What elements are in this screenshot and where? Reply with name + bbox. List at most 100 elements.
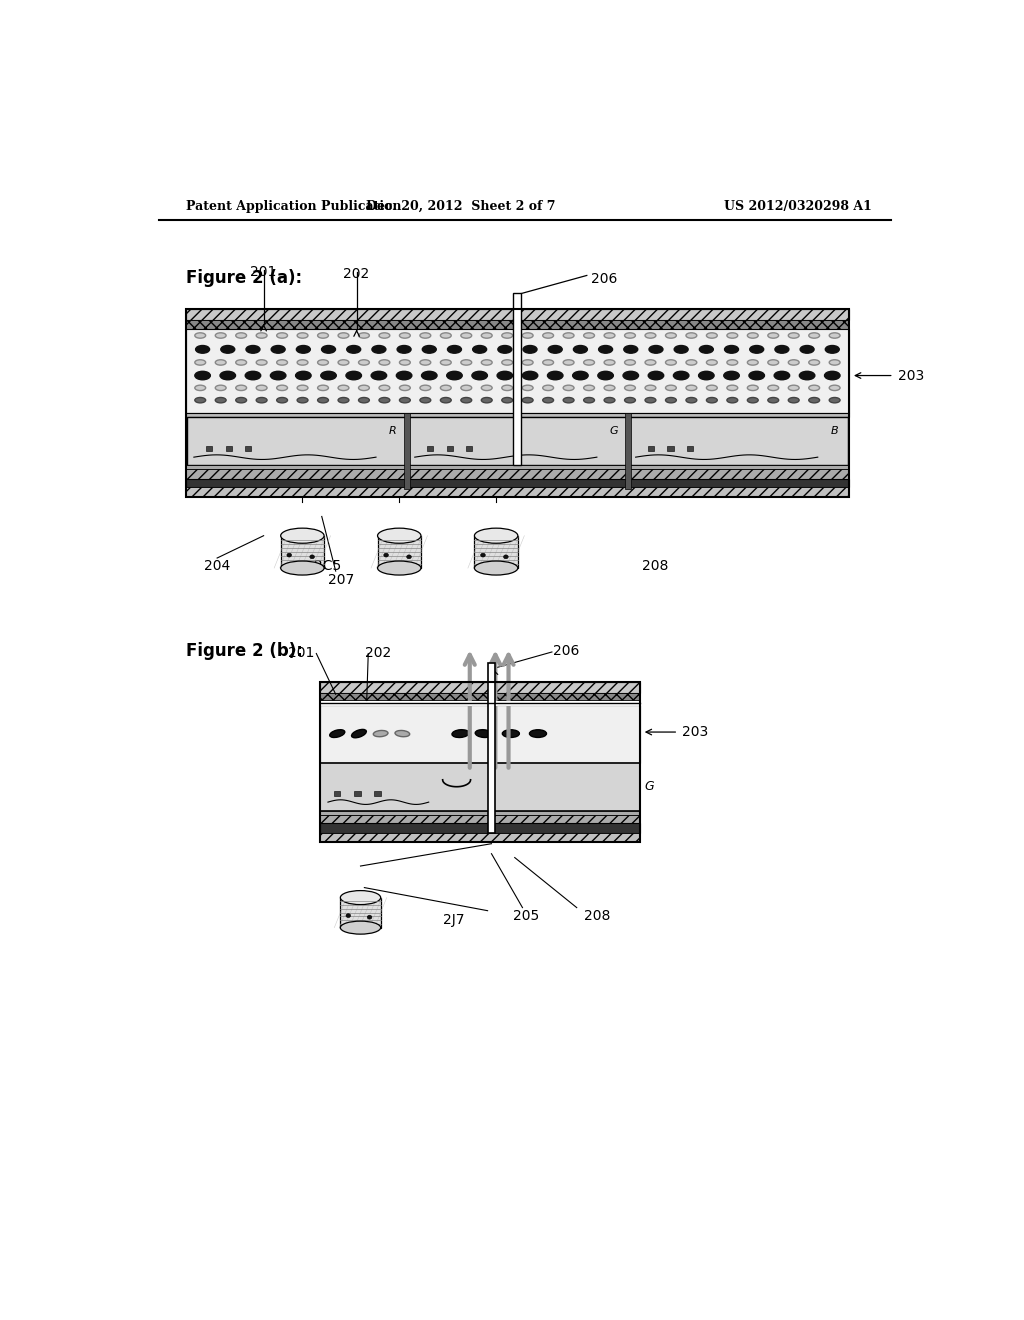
Ellipse shape (281, 561, 324, 576)
Ellipse shape (447, 346, 462, 354)
Ellipse shape (399, 397, 411, 403)
Ellipse shape (296, 346, 310, 354)
Ellipse shape (236, 333, 247, 338)
Ellipse shape (452, 730, 469, 738)
Ellipse shape (548, 346, 562, 354)
Ellipse shape (829, 397, 840, 403)
Ellipse shape (623, 371, 639, 380)
Bar (513, 293, 521, 465)
Ellipse shape (522, 397, 534, 403)
Text: 2C5: 2C5 (314, 558, 341, 573)
Ellipse shape (543, 333, 554, 338)
Ellipse shape (358, 360, 370, 366)
Ellipse shape (317, 397, 329, 403)
Ellipse shape (196, 346, 210, 354)
Ellipse shape (317, 333, 329, 338)
Ellipse shape (748, 385, 758, 391)
Ellipse shape (276, 333, 288, 338)
Ellipse shape (750, 346, 764, 354)
Ellipse shape (296, 371, 311, 380)
Ellipse shape (474, 561, 518, 576)
Bar (245, 446, 251, 451)
Ellipse shape (829, 360, 840, 366)
Text: 208: 208 (642, 558, 669, 573)
Ellipse shape (563, 385, 574, 391)
Ellipse shape (645, 333, 656, 338)
Ellipse shape (256, 397, 267, 403)
Ellipse shape (809, 385, 819, 391)
Ellipse shape (548, 371, 563, 380)
Ellipse shape (195, 333, 206, 338)
Ellipse shape (698, 371, 714, 380)
Bar (466, 446, 472, 451)
Ellipse shape (317, 360, 329, 366)
Ellipse shape (699, 346, 714, 354)
Ellipse shape (809, 360, 819, 366)
Ellipse shape (809, 333, 819, 338)
Ellipse shape (420, 360, 431, 366)
Ellipse shape (502, 333, 513, 338)
Text: Dec. 20, 2012  Sheet 2 of 7: Dec. 20, 2012 Sheet 2 of 7 (367, 199, 556, 213)
Bar (187, 417, 407, 465)
Bar (629, 417, 848, 465)
Ellipse shape (666, 333, 676, 338)
Bar (281, 536, 324, 568)
Ellipse shape (604, 333, 615, 338)
Ellipse shape (666, 385, 676, 391)
Ellipse shape (666, 397, 676, 403)
Ellipse shape (270, 371, 286, 380)
Ellipse shape (727, 360, 737, 366)
Ellipse shape (768, 333, 778, 338)
Ellipse shape (800, 371, 815, 380)
Ellipse shape (573, 346, 588, 354)
Bar (446, 446, 453, 451)
Bar (354, 792, 360, 796)
Ellipse shape (358, 385, 370, 391)
Ellipse shape (523, 346, 537, 354)
Ellipse shape (727, 397, 737, 403)
Ellipse shape (420, 333, 431, 338)
Ellipse shape (236, 397, 247, 403)
Text: Patent Application Publication: Patent Application Publication (186, 199, 401, 213)
Ellipse shape (379, 333, 390, 338)
Ellipse shape (236, 385, 247, 391)
Bar (321, 682, 640, 842)
Ellipse shape (399, 333, 411, 338)
Text: Figure 2 (b):: Figure 2 (b): (186, 643, 303, 660)
Bar (186, 479, 849, 487)
Ellipse shape (502, 397, 513, 403)
Ellipse shape (481, 360, 493, 366)
Ellipse shape (215, 397, 226, 403)
Ellipse shape (829, 385, 840, 391)
Ellipse shape (504, 554, 508, 558)
Ellipse shape (529, 730, 547, 738)
Ellipse shape (563, 360, 574, 366)
Ellipse shape (340, 891, 381, 904)
Ellipse shape (461, 360, 472, 366)
Ellipse shape (503, 730, 519, 738)
Ellipse shape (707, 333, 717, 338)
Bar (186, 330, 849, 412)
Text: 201: 201 (251, 264, 276, 279)
Text: 203: 203 (898, 368, 924, 383)
Ellipse shape (481, 333, 493, 338)
Ellipse shape (297, 333, 308, 338)
Bar (378, 536, 421, 568)
Ellipse shape (707, 385, 717, 391)
Ellipse shape (604, 385, 615, 391)
Ellipse shape (625, 397, 636, 403)
Ellipse shape (195, 371, 210, 380)
Ellipse shape (584, 360, 595, 366)
Ellipse shape (215, 360, 226, 366)
Ellipse shape (195, 360, 206, 366)
Ellipse shape (686, 360, 696, 366)
Ellipse shape (563, 397, 574, 403)
Bar (625, 412, 631, 488)
Bar (334, 792, 340, 796)
Ellipse shape (724, 371, 739, 380)
Bar (375, 792, 381, 796)
Ellipse shape (563, 333, 574, 338)
Ellipse shape (440, 333, 452, 338)
Ellipse shape (474, 528, 518, 544)
Ellipse shape (195, 385, 206, 391)
